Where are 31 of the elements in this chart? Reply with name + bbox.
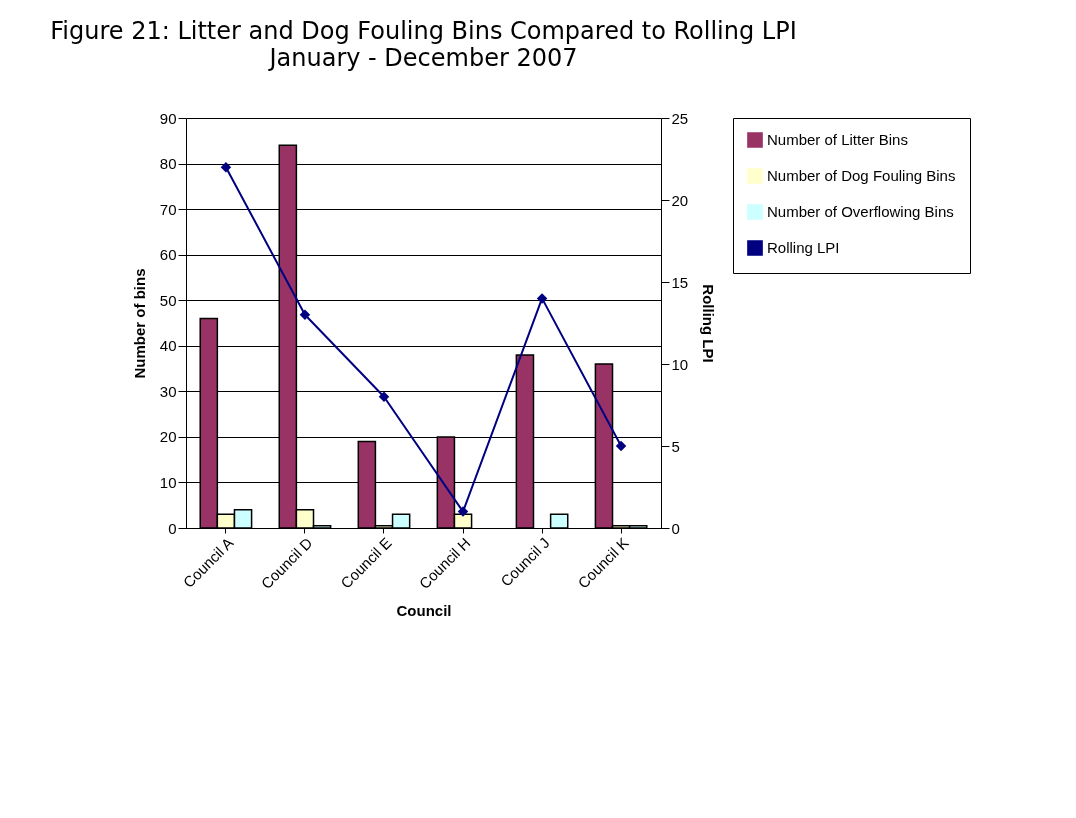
legend-label: Rolling LPI xyxy=(767,239,840,256)
y2-tick-label: 0 xyxy=(671,519,680,537)
point xyxy=(457,506,469,517)
x-axis-title: Council xyxy=(396,602,452,620)
y-tick-label: 20 xyxy=(159,428,177,446)
point xyxy=(615,440,627,452)
chart-title: Figure 21: Litter and Dog Fouling Bins Compared to Rolling LPI xyxy=(50,17,797,45)
y-tick-label: 10 xyxy=(159,473,177,491)
chart-subtitle: January - December 2007 xyxy=(267,44,578,72)
y-tick-label: 0 xyxy=(168,519,177,537)
legend-label: Number of Litter Bins xyxy=(767,131,908,148)
point xyxy=(378,391,390,403)
y2-tick-label: 5 xyxy=(671,437,680,455)
y2-tick-label: 20 xyxy=(671,191,689,209)
y-tick-label: 90 xyxy=(159,109,177,127)
y-tick-label: 50 xyxy=(159,291,177,309)
y-tick-label: 30 xyxy=(159,382,177,400)
point xyxy=(220,161,232,173)
point xyxy=(536,293,548,304)
point xyxy=(299,309,311,321)
y-axis-title: Number of bins xyxy=(130,268,148,379)
y-tick-label: 70 xyxy=(159,200,177,218)
y2-tick-label: 10 xyxy=(671,355,689,373)
legend-label: Number of Overflowing Bins xyxy=(767,203,954,220)
y-tick-label: 60 xyxy=(159,246,177,264)
y2-tick-label: 15 xyxy=(671,273,689,291)
y2-axis-title: Rolling LPI xyxy=(700,284,718,363)
y-tick-label: 40 xyxy=(159,337,177,355)
y2-tick-label: 25 xyxy=(671,109,689,127)
legend-label: Number of Dog Fouling Bins xyxy=(767,167,956,184)
y-tick-label: 80 xyxy=(159,155,177,173)
